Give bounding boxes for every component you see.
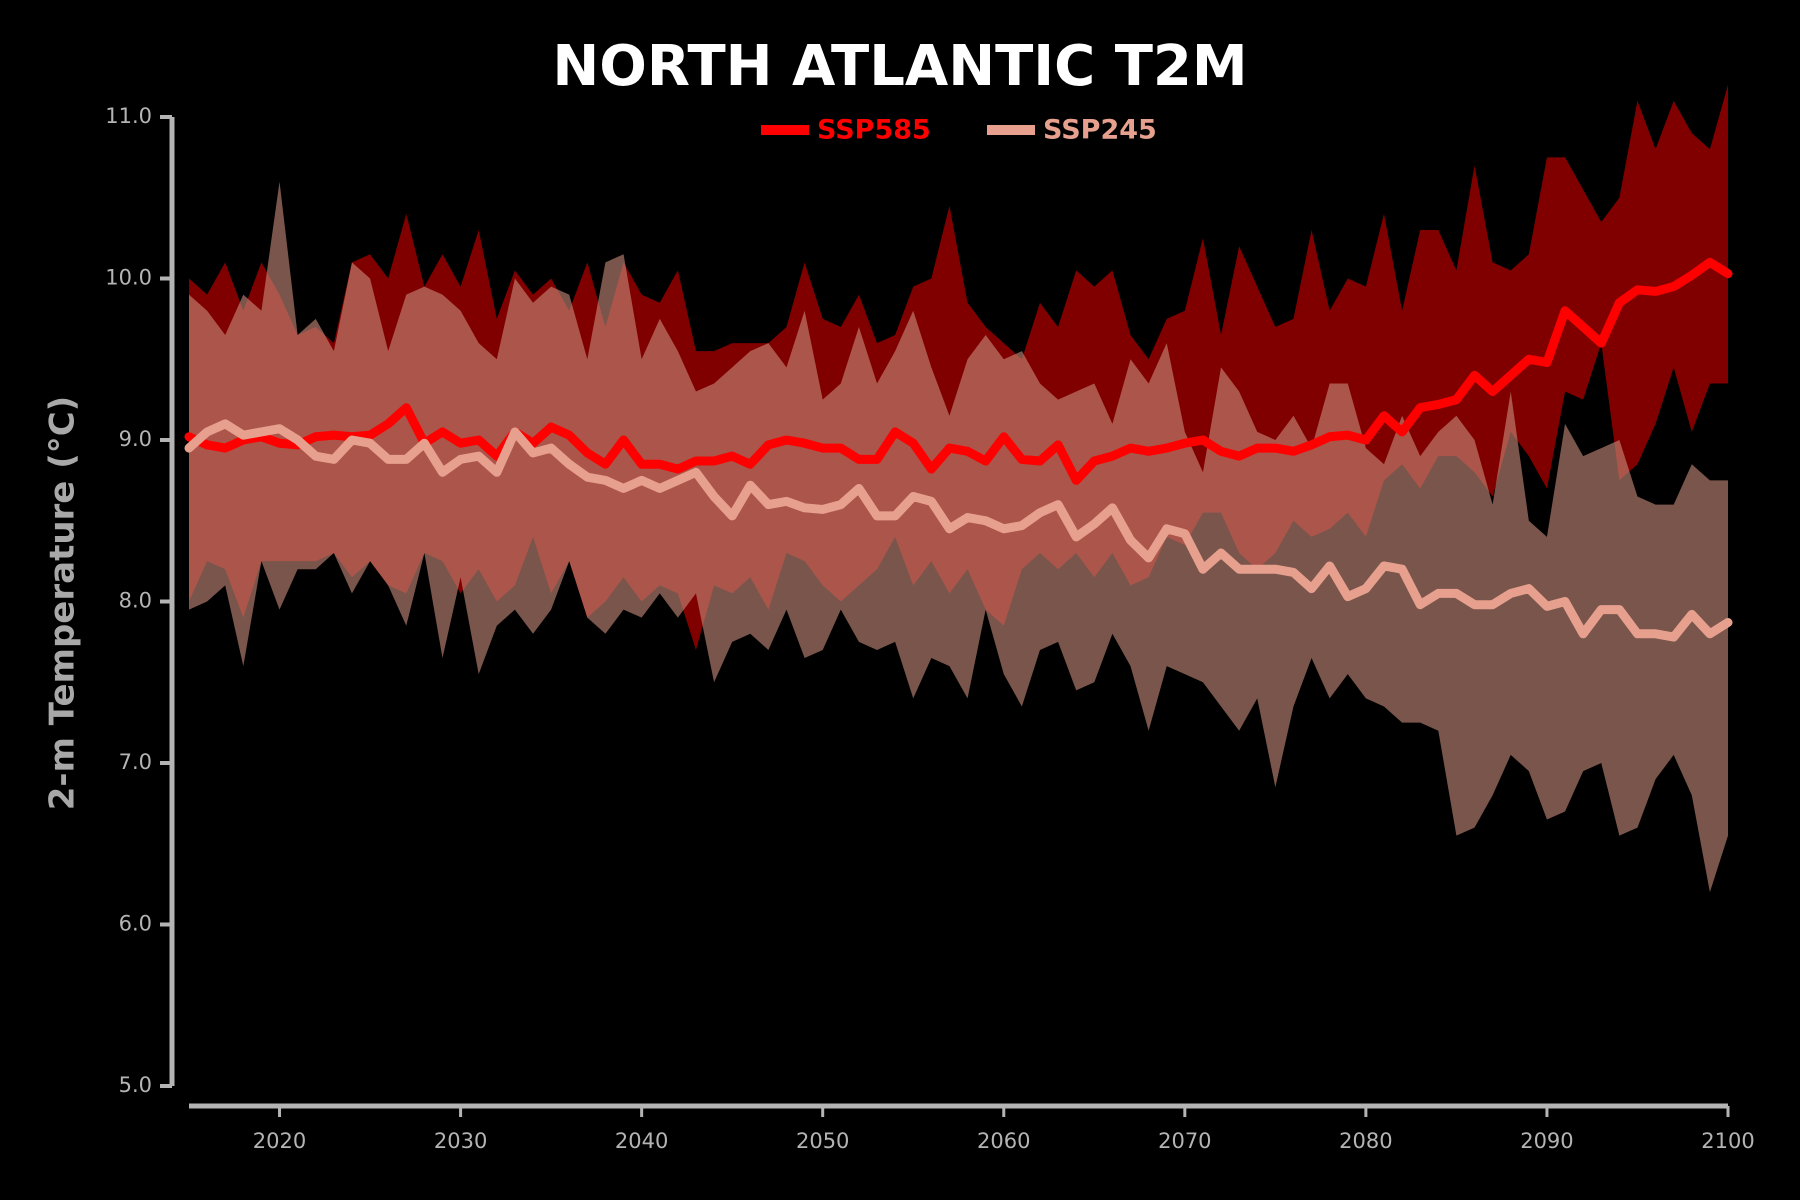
- bands: [189, 84, 1728, 893]
- legend-label: SSP245: [1043, 115, 1157, 146]
- y-tick-label: 9.0: [119, 427, 152, 451]
- x-tick-label: 2070: [1158, 1129, 1211, 1153]
- y-tick-label: 11.0: [105, 104, 152, 128]
- series-line: [184, 257, 1733, 485]
- x-tick-label: 2060: [977, 1129, 1030, 1153]
- y-tick-label: 5.0: [119, 1073, 152, 1097]
- axes: 5.0 6.0 7.0 8.0 9.0 10.0 11.0 2020 2030 2040 2050 2…: [105, 104, 1754, 1153]
- y-tick-label: 7.0: [119, 750, 152, 774]
- y-tick-label: 6.0: [119, 912, 152, 936]
- legend-label: SSP585: [817, 115, 931, 146]
- y-tick-label: 10.0: [105, 266, 152, 290]
- chart-title: NORTH ATLANTIC T2M: [552, 34, 1247, 99]
- x-tick-label: 2100: [1701, 1129, 1754, 1153]
- x-tick-label: 2040: [615, 1129, 668, 1153]
- range-band: [189, 181, 1728, 893]
- y-tick-label: 8.0: [119, 589, 152, 613]
- lines: [184, 257, 1733, 642]
- x-tick-label: 2080: [1339, 1129, 1392, 1153]
- x-tick-label: 2050: [796, 1129, 849, 1153]
- series-line: [184, 419, 1733, 642]
- x-tick-label: 2020: [253, 1129, 306, 1153]
- y-axis-label: 2-m Temperature (°C): [43, 396, 83, 810]
- legend: SSP585 SSP245: [761, 115, 1157, 146]
- x-tick-label: 2030: [434, 1129, 487, 1153]
- x-tick-label: 2090: [1520, 1129, 1573, 1153]
